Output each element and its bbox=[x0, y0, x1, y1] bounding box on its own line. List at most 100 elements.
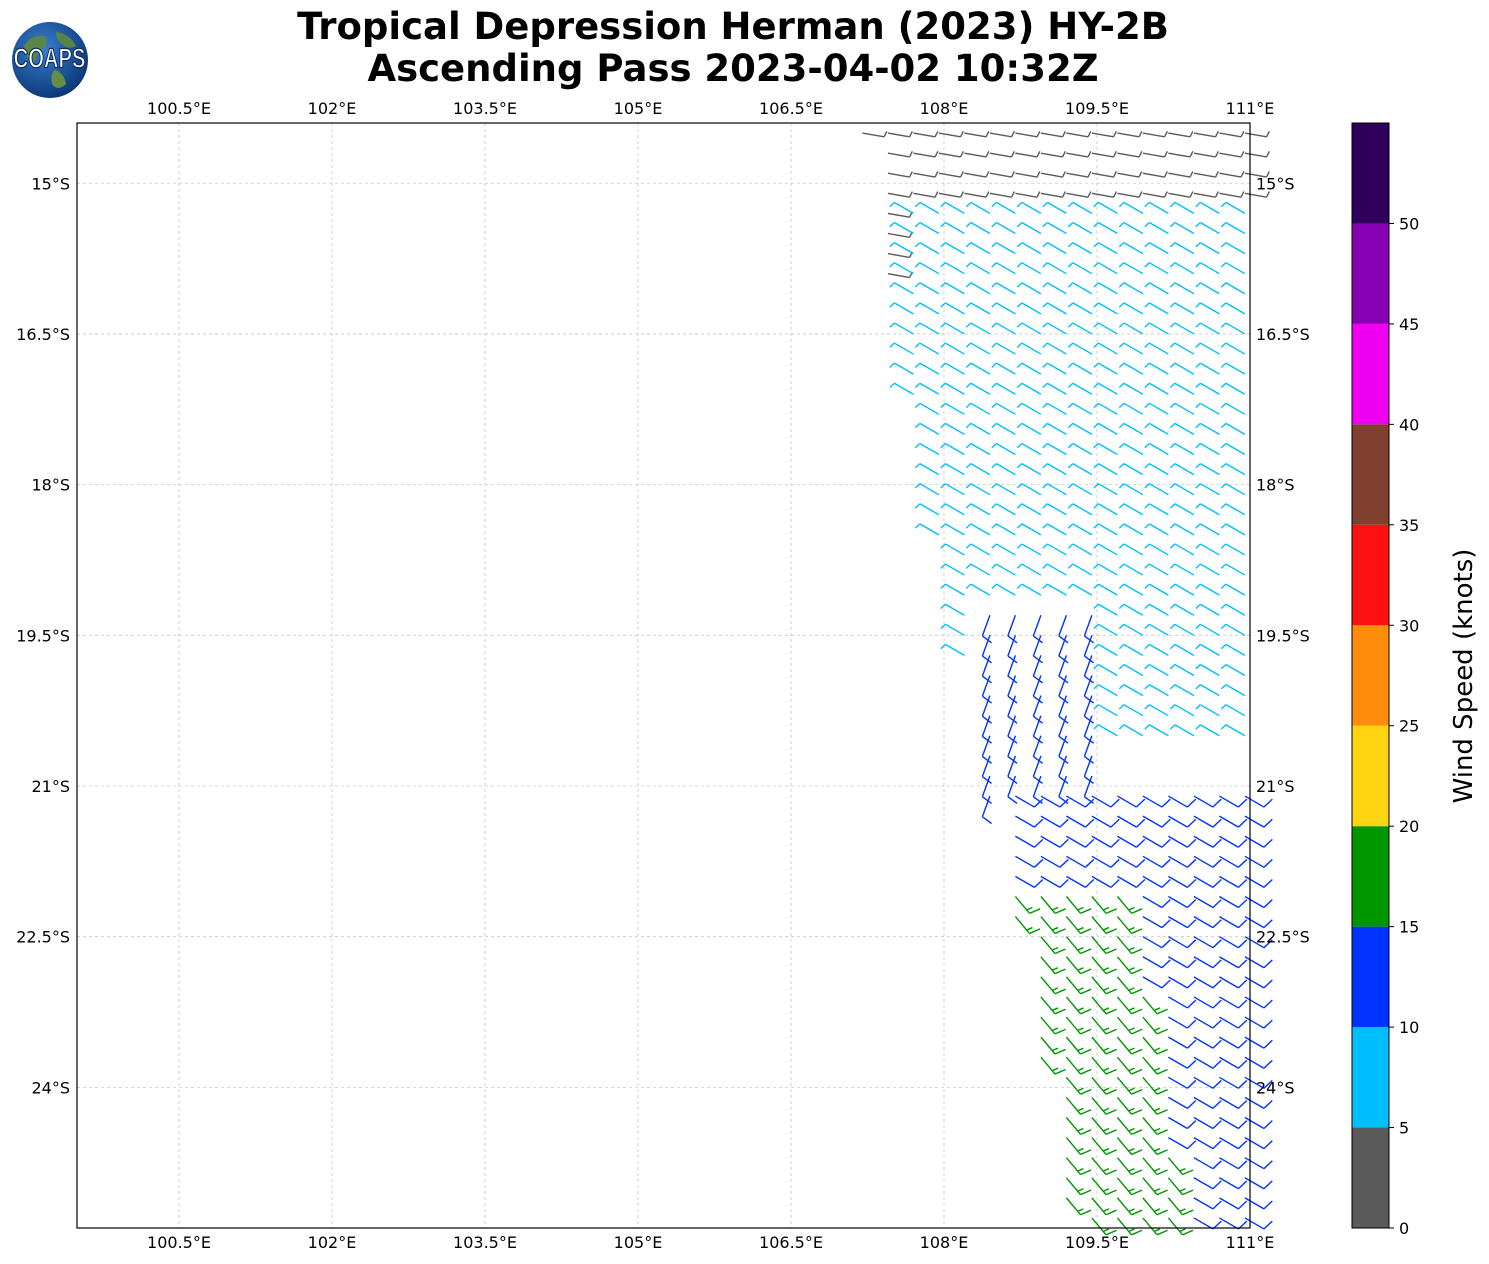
wind-barb bbox=[1168, 835, 1197, 848]
wind-barb bbox=[1007, 735, 1018, 764]
wind-barb bbox=[965, 422, 991, 436]
wind-barb bbox=[1220, 221, 1246, 235]
wind-barb bbox=[1219, 1016, 1248, 1029]
wind-barb bbox=[965, 543, 991, 556]
wind-barb bbox=[1220, 342, 1246, 355]
lat-tick-label-left-6: 24°S bbox=[31, 1078, 70, 1097]
wind-barb bbox=[1066, 151, 1092, 158]
wind-barb bbox=[965, 382, 991, 395]
wind-barb bbox=[940, 382, 965, 395]
wind-barb bbox=[1220, 422, 1246, 436]
wind-barb bbox=[1091, 1016, 1117, 1035]
wind-barb bbox=[1093, 262, 1118, 275]
wind-barb bbox=[1193, 1096, 1222, 1110]
wind-barb bbox=[1116, 1117, 1143, 1135]
wind-barb bbox=[940, 262, 965, 275]
wind-barb bbox=[1117, 795, 1146, 808]
wind-barb bbox=[1220, 663, 1246, 677]
wind-barb bbox=[1040, 835, 1069, 848]
wind-barb bbox=[1066, 855, 1095, 868]
wind-barb bbox=[1065, 1036, 1092, 1055]
wind-barb bbox=[1220, 402, 1246, 415]
wind-barb bbox=[1142, 1036, 1168, 1055]
wind-barb bbox=[1244, 1036, 1273, 1049]
wind-barb bbox=[1091, 1217, 1117, 1236]
wind-barb bbox=[1244, 1197, 1273, 1210]
wind-barb bbox=[889, 262, 914, 275]
wind-barb bbox=[889, 221, 914, 235]
wind-barb bbox=[1093, 483, 1118, 496]
wind-barb bbox=[1219, 895, 1248, 909]
wind-barb bbox=[1220, 362, 1246, 375]
wind-barb bbox=[1169, 583, 1195, 596]
wind-barb bbox=[1144, 262, 1169, 275]
wind-barb bbox=[965, 342, 991, 355]
wind-barb bbox=[1169, 563, 1195, 576]
wind-barb bbox=[1193, 191, 1219, 198]
wind-barb bbox=[1083, 614, 1095, 644]
wind-barb bbox=[1220, 262, 1246, 275]
axis-ticks: 100.5°E 100.5°E 102°E 102°E 103.5°E 103.5°E 10… bbox=[16, 99, 1310, 1252]
wind-barbs bbox=[862, 130, 1273, 1236]
wind-barb bbox=[1219, 835, 1248, 848]
colorbar-bin-10 bbox=[1352, 123, 1389, 224]
wind-barb bbox=[1195, 362, 1220, 375]
wind-barb bbox=[1144, 462, 1169, 476]
wind-barb bbox=[1093, 462, 1118, 476]
wind-barb bbox=[1193, 795, 1222, 808]
wind-barb bbox=[1067, 342, 1093, 355]
wind-barb bbox=[1042, 221, 1067, 235]
wind-barb bbox=[940, 402, 965, 415]
wind-barb bbox=[1118, 221, 1144, 235]
wind-barb bbox=[940, 503, 965, 516]
wind-barb bbox=[1065, 956, 1092, 975]
wind-barb bbox=[913, 151, 939, 158]
wind-barb bbox=[1219, 130, 1245, 138]
colorbar-label: Wind Speed (knots) bbox=[1449, 549, 1479, 804]
wind-barb bbox=[1066, 835, 1095, 848]
wind-barb bbox=[1169, 201, 1195, 215]
wind-barb bbox=[1168, 976, 1197, 989]
wind-barb bbox=[1116, 1197, 1143, 1216]
wind-barb bbox=[1144, 523, 1169, 536]
wind-barb bbox=[1058, 635, 1069, 664]
wind-barb bbox=[1168, 1136, 1197, 1150]
wind-barb bbox=[889, 342, 914, 355]
lat-tick-label-left-1: 16.5°S bbox=[16, 325, 70, 344]
wind-barb bbox=[1065, 1056, 1092, 1075]
wind-barb bbox=[1193, 1197, 1222, 1210]
colorbar-bin-5 bbox=[1352, 625, 1389, 726]
wind-barb bbox=[1168, 191, 1194, 198]
wind-barb bbox=[1244, 936, 1273, 949]
wind-barb bbox=[1219, 996, 1248, 1009]
wind-barb bbox=[1091, 855, 1120, 868]
wind-barb bbox=[914, 241, 940, 255]
wind-barb bbox=[1244, 1136, 1273, 1150]
wind-barb bbox=[1193, 835, 1222, 848]
wind-barb bbox=[1195, 422, 1220, 436]
colorbar-tick-label-3: 15 bbox=[1399, 918, 1419, 937]
wind-barb bbox=[1117, 815, 1146, 828]
wind-barb bbox=[1093, 704, 1118, 717]
wind-barb bbox=[1116, 1056, 1143, 1075]
wind-barb bbox=[914, 462, 940, 476]
wind-barb bbox=[1117, 855, 1146, 868]
wind-barb bbox=[991, 503, 1016, 516]
wind-barb bbox=[1116, 1217, 1143, 1236]
lon-tick-label-bottom-3: 105°E bbox=[614, 1233, 663, 1252]
wind-barb bbox=[1007, 614, 1018, 644]
wind-barb bbox=[1193, 1076, 1222, 1089]
wind-barb bbox=[940, 442, 965, 456]
wind-barb bbox=[1142, 1157, 1168, 1176]
wind-barb bbox=[1065, 1137, 1092, 1156]
wind-barb bbox=[1040, 896, 1066, 914]
wind-barb bbox=[940, 422, 965, 436]
wind-barb bbox=[1116, 1096, 1143, 1115]
wind-barb bbox=[1169, 342, 1195, 355]
wind-barb bbox=[1169, 603, 1195, 616]
wind-barb bbox=[1091, 1177, 1117, 1196]
wind-barb bbox=[1220, 683, 1246, 697]
wind-barb bbox=[1118, 503, 1144, 516]
wind-barb bbox=[1065, 1096, 1092, 1115]
wind-barb bbox=[1042, 442, 1067, 456]
